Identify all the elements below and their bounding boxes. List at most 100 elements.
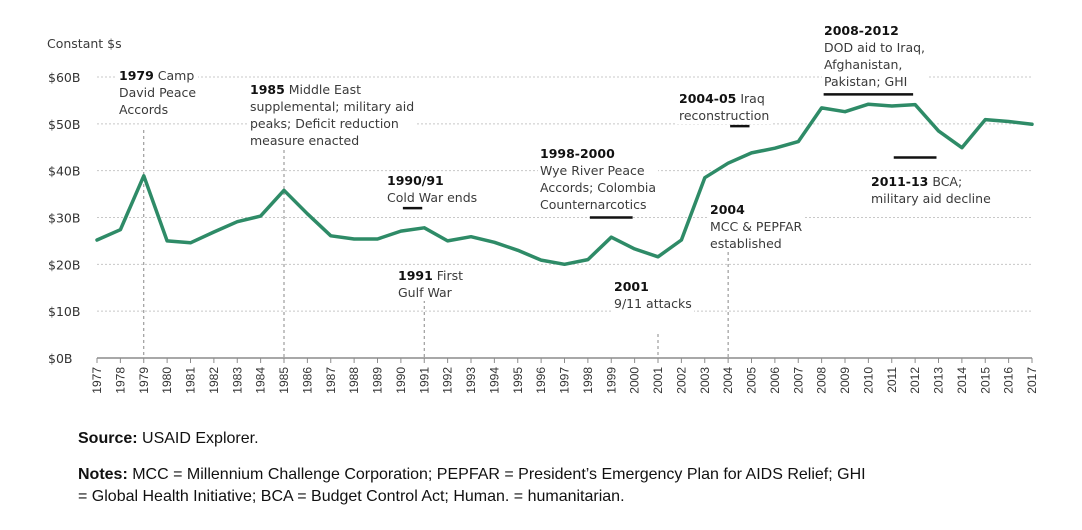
- annotation-a1985: 1985 Middle East supplemental; military a…: [248, 81, 417, 149]
- x-tick-label: 1996: [534, 367, 548, 394]
- annotation-a1979: 1979 Camp David Peace Accords: [117, 67, 199, 118]
- x-tick-label: 2003: [698, 367, 712, 394]
- annotation-line: measure enacted: [250, 133, 360, 148]
- y-tick-label: $60B: [48, 70, 80, 85]
- x-tick-label: 1988: [347, 367, 361, 394]
- source-text: USAID Explorer.: [137, 430, 259, 447]
- annotation-line: supplemental; military aid: [250, 99, 415, 114]
- annotation-year: 2001: [614, 279, 649, 294]
- x-tick-label: 2007: [791, 367, 805, 394]
- notes-label: Notes:: [78, 466, 128, 483]
- x-tick-label: 1985: [277, 367, 291, 394]
- annotation-a1998: 1998-2000 Wye River Peace Accords; Colombi…: [538, 145, 659, 213]
- annotation-a2004: 2004 MCC & PEPFAR established: [708, 201, 805, 252]
- x-tick-label: 1989: [371, 367, 385, 394]
- x-tick-label: 1993: [464, 367, 478, 394]
- annotation-text: Middle East: [284, 82, 362, 97]
- annotation-text: Camp: [153, 68, 195, 83]
- x-tick-label: 1998: [581, 367, 595, 394]
- annotation-a2011: 2011-13 BCA; military aid decline: [869, 173, 993, 207]
- annotation-a2004b: 2004-05 Iraq reconstruction: [677, 90, 772, 124]
- x-tick-label: 1977: [90, 367, 104, 394]
- x-tick-label: 1999: [604, 367, 618, 394]
- annotation-year: 2008-2012: [824, 23, 899, 38]
- annotation-line: 9/11 attacks: [614, 296, 692, 311]
- x-tick-label: 1986: [300, 367, 314, 394]
- x-tick-label: 1995: [511, 367, 525, 394]
- notes-line-2: = Global Health Initiative; BCA = Budget…: [78, 488, 625, 505]
- y-tick-label: $0B: [48, 351, 72, 366]
- annotation-a2001: 2001 9/11 attacks: [612, 278, 694, 312]
- annotation-year: 2004: [710, 202, 745, 217]
- annotation-text: BCA;: [928, 174, 963, 189]
- annotation-line: DOD aid to Iraq,: [824, 40, 926, 55]
- x-tick-label: 1997: [558, 367, 572, 394]
- x-tick-labels: 1977 1978 1979 1980 1981 1982 1983 1984 1985 1986…: [90, 367, 1039, 394]
- y-tick-label: $20B: [48, 257, 80, 272]
- x-tick-label: 2005: [745, 367, 759, 394]
- x-tick-label: 2001: [651, 367, 665, 394]
- annotation-year: 1985: [250, 82, 285, 97]
- x-tick-label: 2011: [885, 367, 899, 393]
- annotation-a1991: 1991 First Gulf War: [396, 267, 466, 301]
- range-bars: [402, 93, 937, 219]
- y-axis-title: Constant $s: [47, 36, 122, 51]
- annotation-line: peaks; Deficit reduction: [250, 116, 399, 131]
- x-tick-label: 1981: [184, 367, 198, 394]
- x-tick-label: 2015: [978, 367, 992, 394]
- x-tick-label: 2014: [955, 367, 969, 394]
- annotation-line: David Peace: [119, 85, 197, 100]
- annotation-line: MCC & PEPFAR: [710, 219, 803, 234]
- annotation-line: Cold War ends: [387, 190, 478, 205]
- line-chart: $0B $10B $20B $30B $40B $50B $60B 1977 1978 1979…: [48, 70, 1039, 394]
- x-tick-label: 2013: [932, 367, 946, 394]
- annotation-year: 1990/91: [387, 173, 444, 188]
- annotation-year: 1998-2000: [540, 146, 615, 161]
- annotation-year: 2004-05: [679, 91, 737, 106]
- annotation-line: Accords; Colombia: [540, 180, 657, 195]
- x-tick-label: 1991: [417, 367, 431, 394]
- x-tick-label: 1980: [160, 367, 174, 394]
- x-tick-label: 1994: [487, 367, 501, 394]
- annotation-year: 1979: [119, 68, 154, 83]
- x-tick-label: 2017: [1025, 367, 1039, 394]
- annotation-line: Afghanistan,: [824, 57, 903, 72]
- x-tick-label: 1983: [230, 367, 244, 394]
- annotation-line: Gulf War: [398, 285, 452, 300]
- x-tick-label: 2002: [674, 367, 688, 394]
- x-tick-label: 1992: [441, 367, 455, 394]
- x-tick-label: 1982: [207, 367, 221, 394]
- y-axis: $0B $10B $20B $30B $40B $50B $60B: [48, 70, 80, 366]
- x-tick-label: 1987: [324, 367, 338, 394]
- x-tick-label: 2008: [815, 367, 829, 394]
- y-tick-label: $30B: [48, 211, 80, 226]
- x-tick-label: 2016: [1002, 367, 1016, 394]
- notes-line-1: MCC = Millennium Challenge Corporation; …: [127, 466, 866, 483]
- annotation-line: Counternarcotics: [540, 197, 647, 212]
- x-tick-label: 2004: [721, 367, 735, 394]
- x-tick-label: 2009: [838, 367, 852, 394]
- notes: Notes: MCC = Millennium Challenge Corpor…: [78, 464, 866, 508]
- annotation-line: Accords: [119, 102, 169, 117]
- x-tick-label: 1990: [394, 367, 408, 394]
- source-label: Source:: [78, 430, 138, 447]
- annotation-year: 1991: [398, 268, 433, 283]
- x-tick-label: 1979: [137, 367, 151, 394]
- y-tick-label: $50B: [48, 117, 80, 132]
- annotation-text: Iraq: [736, 91, 765, 106]
- x-tick-label: 1984: [254, 367, 268, 394]
- annotation-line: reconstruction: [679, 108, 770, 123]
- y-tick-label: $10B: [48, 304, 80, 319]
- annotation-text: First: [432, 268, 464, 283]
- x-tick-label: 1978: [113, 367, 127, 394]
- x-axis: [96, 357, 1033, 363]
- event-lines: [143, 130, 729, 358]
- annotation-a2008: 2008-2012 DOD aid to Iraq, Afghanistan, Pak…: [822, 22, 928, 90]
- x-tick-label: 2006: [768, 367, 782, 394]
- annotation-line: Pakistan; GHI: [824, 74, 908, 89]
- annotation-a1990: 1990/91 Cold War ends: [385, 172, 480, 206]
- source-note: Source: USAID Explorer.: [78, 428, 259, 450]
- y-tick-label: $40B: [48, 164, 80, 179]
- annotation-line: military aid decline: [871, 191, 991, 206]
- x-tick-label: 2000: [628, 367, 642, 394]
